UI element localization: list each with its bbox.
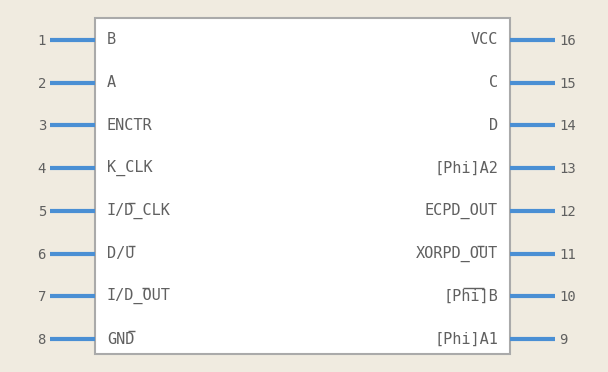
Text: 7: 7 <box>38 290 46 304</box>
Text: [Phi]A2: [Phi]A2 <box>434 161 498 176</box>
Text: 8: 8 <box>38 333 46 347</box>
Text: [Phi]B: [Phi]B <box>443 289 498 304</box>
Text: D: D <box>489 118 498 133</box>
Text: C: C <box>489 75 498 90</box>
Text: 5: 5 <box>38 205 46 219</box>
Text: 10: 10 <box>559 290 576 304</box>
Text: I/D_CLK: I/D_CLK <box>107 203 171 219</box>
Text: D/U: D/U <box>107 246 134 261</box>
Text: GND: GND <box>107 331 134 346</box>
Text: ENCTR: ENCTR <box>107 118 153 133</box>
Text: 3: 3 <box>38 119 46 134</box>
Text: 11: 11 <box>559 248 576 262</box>
Text: 4: 4 <box>38 162 46 176</box>
Text: VCC: VCC <box>471 32 498 48</box>
Text: A: A <box>107 75 116 90</box>
Text: 14: 14 <box>559 119 576 134</box>
Text: 1: 1 <box>38 34 46 48</box>
Text: 12: 12 <box>559 205 576 219</box>
Text: XORPD_OUT: XORPD_OUT <box>416 246 498 262</box>
Text: 6: 6 <box>38 248 46 262</box>
Text: 13: 13 <box>559 162 576 176</box>
Text: 2: 2 <box>38 77 46 91</box>
Bar <box>95 18 510 354</box>
Text: K_CLK: K_CLK <box>107 160 153 176</box>
Text: [Phi]A1: [Phi]A1 <box>434 331 498 346</box>
Text: 16: 16 <box>559 34 576 48</box>
Text: 15: 15 <box>559 77 576 91</box>
Text: 9: 9 <box>559 333 567 347</box>
Text: B: B <box>107 32 116 48</box>
Text: I/D_OUT: I/D_OUT <box>107 288 171 304</box>
Text: ECPD_OUT: ECPD_OUT <box>425 203 498 219</box>
